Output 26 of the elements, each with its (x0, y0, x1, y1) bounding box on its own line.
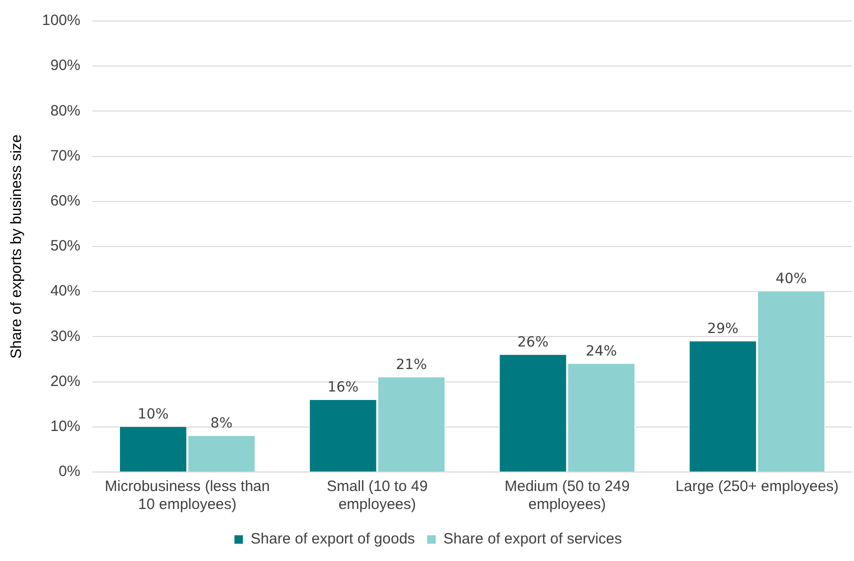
y-tick-label: 100% (42, 12, 80, 30)
data-label: 21% (396, 356, 427, 373)
data-label: 26% (517, 334, 549, 350)
data-label: 16% (327, 379, 359, 396)
y-tick-label: 50% (50, 238, 80, 255)
y-tick-label: 0% (58, 463, 80, 480)
x-tick-label: Medium (50 to 249 employees) (504, 478, 630, 514)
legend-label: Share of export of goods (250, 530, 415, 548)
data-label: 29% (707, 320, 738, 337)
y-tick-label: 20% (50, 372, 80, 390)
y-tick-label: 90% (50, 57, 80, 74)
data-label: 10% (138, 406, 169, 423)
x-tick-label: Large (250+ employees) (676, 478, 839, 496)
data-label: 40% (776, 271, 807, 288)
y-tick-label: 40% (50, 282, 80, 300)
data-label: 8% (210, 416, 233, 432)
y-axis-title: Share of exports by business size (8, 134, 26, 359)
y-tick-label: 70% (50, 147, 80, 164)
y-tick-label: 80% (50, 102, 80, 120)
y-tick-label: 10% (50, 418, 80, 436)
legend-label: Share of export of services (443, 530, 622, 548)
x-tick-label: Microbusiness (less than 10 employees) (104, 478, 270, 514)
x-tick-label: Small (10 to 49 employees) (326, 478, 428, 514)
y-tick-label: 60% (50, 192, 80, 210)
data-label: 24% (586, 343, 617, 360)
y-tick-label: 30% (50, 328, 80, 345)
